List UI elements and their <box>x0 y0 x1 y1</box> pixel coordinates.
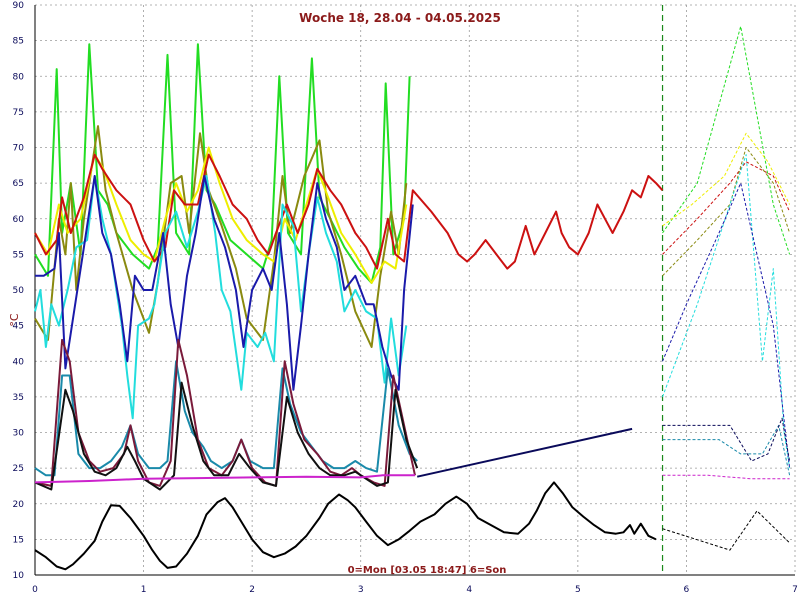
x-tick-label: 5 <box>575 585 581 595</box>
chart-title: Woche 18, 28.04 - 04.05.2025 <box>299 11 501 25</box>
y-tick-label: 55 <box>13 250 24 260</box>
series-line-4 <box>34 175 408 420</box>
forecast-line-18 <box>662 424 791 476</box>
y-tick-label: 75 <box>13 108 24 118</box>
forecast-line-15 <box>662 147 791 277</box>
series-line-3 <box>34 153 664 270</box>
y-tick-label: 80 <box>13 72 25 82</box>
y-tick-label: 30 <box>13 429 25 439</box>
y-tick-label: 35 <box>13 393 24 403</box>
x-tick-label: 3 <box>358 585 364 595</box>
forecast-line-16 <box>662 154 791 469</box>
series-line-8 <box>34 381 419 491</box>
chart-footer: 0=Mon [03.05 18:47] 6=Son <box>348 565 507 576</box>
series-line-6 <box>34 360 418 477</box>
forecast-line-17 <box>662 182 791 469</box>
forecast-line-13 <box>662 132 791 227</box>
x-tick-label: 4 <box>466 585 472 595</box>
y-tick-label: 50 <box>13 286 25 296</box>
y-tick-label: 90 <box>13 1 25 11</box>
axes <box>34 5 795 576</box>
y-tick-label: 15 <box>13 535 24 545</box>
y-tick-labels: 10 15 20 25 30 35 40 45 50 55 60 65 70 75 80 85 90 <box>13 1 25 581</box>
x-tick-label: 6 <box>684 585 690 595</box>
series-line-11 <box>34 481 657 571</box>
series-line-10 <box>416 427 633 478</box>
series-line-0 <box>34 43 411 284</box>
x-tick-labels: 0 1 2 3 4 5 6 7 <box>32 585 798 595</box>
series-line-7 <box>34 338 416 487</box>
series-line-9 <box>34 474 415 484</box>
x-tick-label: 2 <box>249 585 255 595</box>
y-tick-label: 45 <box>13 322 24 332</box>
y-tick-label: 60 <box>13 215 25 225</box>
y-tick-label: 25 <box>13 464 24 474</box>
forecast-line-21 <box>662 510 790 551</box>
forecast-line-20 <box>662 474 790 480</box>
x-tick-label: 0 <box>32 585 38 595</box>
forecast-line-19 <box>662 417 791 462</box>
y-tick-label: 70 <box>13 144 25 154</box>
forecast-line-14 <box>662 161 791 255</box>
y-tick-label: 65 <box>13 179 24 189</box>
forecast-line-12 <box>662 25 791 255</box>
y-tick-label: 10 <box>13 571 25 581</box>
y-tick-label: 20 <box>13 500 25 510</box>
x-tick-label: 7 <box>792 585 798 595</box>
x-tick-label: 1 <box>141 585 147 595</box>
y-axis-label: °C <box>8 313 21 327</box>
y-tick-label: 85 <box>13 37 24 47</box>
y-tick-label: 40 <box>13 357 25 367</box>
series-line-5 <box>35 175 414 391</box>
series-lines <box>34 25 791 571</box>
